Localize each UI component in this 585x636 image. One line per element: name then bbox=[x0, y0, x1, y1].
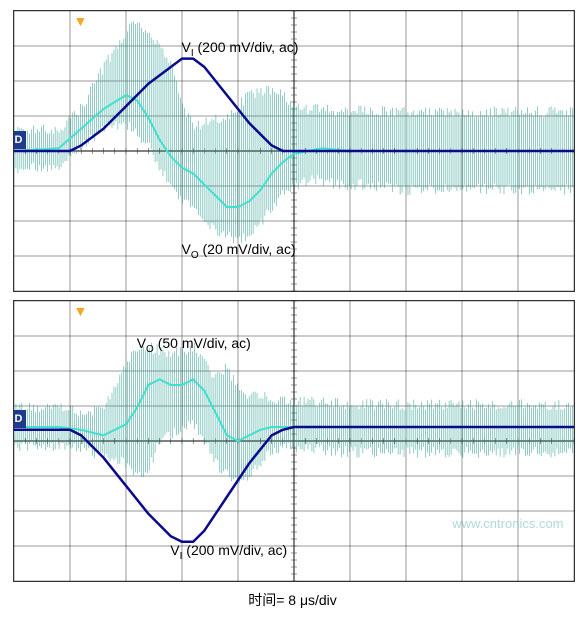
vo-label-top: VO (20 mV/div, ac) bbox=[182, 241, 296, 261]
vi-label-top: VI (200 mV/div, ac) bbox=[182, 39, 299, 59]
trigger-marker-icon: ▼ bbox=[74, 13, 88, 29]
scope-panel-top: ▼ D VI (200 mV/div, ac) VO (20 mV/div, a… bbox=[13, 10, 575, 292]
vi-label-bottom: VI (200 mV/div, ac) bbox=[170, 542, 287, 562]
channel-marker: D bbox=[13, 410, 26, 428]
oscilloscope-figure: ▼ D VI (200 mV/div, ac) VO (20 mV/div, a… bbox=[13, 10, 573, 610]
vo-label-bottom: VO (50 mV/div, ac) bbox=[137, 335, 251, 355]
channel-marker: D bbox=[13, 131, 26, 149]
scope-svg-bottom bbox=[14, 301, 574, 581]
scope-panel-bottom: ▼ D VO (50 mV/div, ac) VI (200 mV/div, a… bbox=[13, 300, 575, 582]
watermark-text: www.cntronics.com bbox=[452, 516, 563, 531]
trigger-marker-icon: ▼ bbox=[74, 303, 88, 319]
time-base-label: 时间= 8 μs/div bbox=[13, 590, 573, 610]
